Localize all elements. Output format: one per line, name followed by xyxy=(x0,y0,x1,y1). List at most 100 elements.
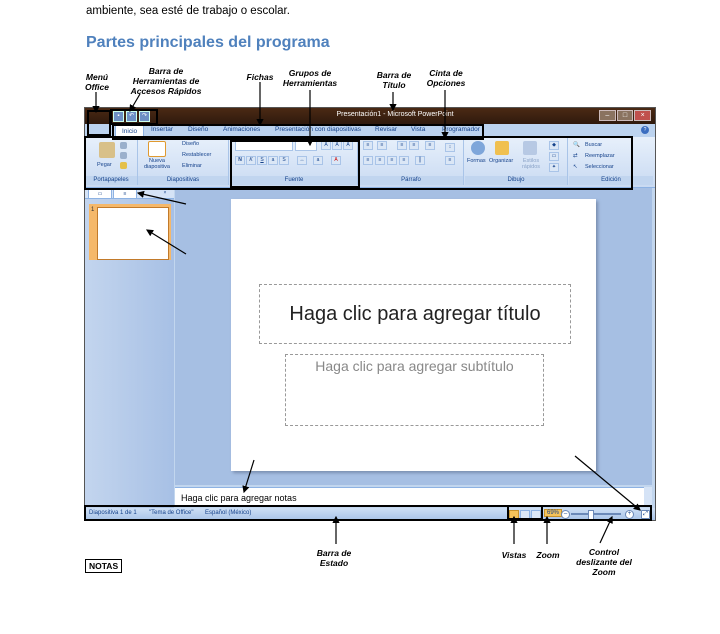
replace-icon: ⇄ xyxy=(573,153,578,159)
format-painter-icon[interactable] xyxy=(120,162,127,169)
highlight-fuente xyxy=(230,140,360,188)
paste-button[interactable]: Pegar xyxy=(97,162,112,168)
callout-fichas: Fichas xyxy=(246,72,274,82)
group-label-parrafo: Párrafo xyxy=(359,176,463,185)
strike-icon[interactable]: a xyxy=(268,156,278,165)
window-title: Presentación1 - Microsoft PowerPoint xyxy=(336,111,454,118)
group-edicion: 🔍 Buscar ⇄ Reemplazar ↖ Seleccionar Edic… xyxy=(569,138,653,185)
text-direction-icon[interactable]: ↕ xyxy=(445,143,455,152)
arrow-etiquetas xyxy=(136,190,187,205)
align-center-icon[interactable]: ≡ xyxy=(375,156,385,165)
tab-insertar[interactable]: Insertar xyxy=(151,126,174,133)
columns-icon[interactable]: ║ xyxy=(415,156,425,165)
help-icon[interactable]: ? xyxy=(641,126,649,134)
shadow-icon[interactable]: S xyxy=(279,156,289,165)
redo-icon[interactable]: ↷ xyxy=(139,111,150,122)
reset-button[interactable]: Restablecer xyxy=(182,152,212,158)
bullets-icon[interactable]: ≡ xyxy=(363,141,373,150)
slide-thumbnail[interactable] xyxy=(97,207,169,260)
callout-menu-office: Menú Office xyxy=(85,72,109,92)
window-controls: – □ × xyxy=(599,110,652,121)
ribbon: Pegar Portapapeles Nueva diapositiva Dis… xyxy=(85,137,655,188)
notes-scrollbar[interactable] xyxy=(644,487,652,507)
align-right-icon[interactable]: ≡ xyxy=(387,156,397,165)
highlight-cinta xyxy=(84,136,633,190)
paste-icon[interactable] xyxy=(99,142,115,158)
line-spacing-icon[interactable]: ≡ xyxy=(425,141,435,150)
close-icon[interactable]: × xyxy=(634,110,652,121)
arrow-control-zoom xyxy=(599,515,613,544)
arrow-ajustar xyxy=(574,455,641,511)
fit-slide-icon[interactable]: ⤢ xyxy=(641,510,650,519)
group-label-dibujo: Dibujo xyxy=(465,176,567,185)
delete-button[interactable]: Eliminar xyxy=(182,163,202,169)
group-fuente: A A A N K S a S ↔ a A Fuente xyxy=(231,138,358,185)
quick-styles-button[interactable]: Estilos rápidos xyxy=(521,158,541,170)
find-button[interactable]: Buscar xyxy=(585,142,603,148)
case-icon[interactable]: a xyxy=(313,156,323,165)
arrow-organizador xyxy=(145,229,187,255)
italic-icon[interactable]: K xyxy=(246,156,256,165)
minimize-icon[interactable]: – xyxy=(599,110,616,121)
arrow-qat xyxy=(129,93,141,113)
select-icon: ↖ xyxy=(573,164,578,170)
highlight-vistas xyxy=(507,505,543,520)
spacing-icon[interactable]: ↔ xyxy=(297,156,307,165)
zoom-slider-track[interactable] xyxy=(571,513,621,515)
align-left-icon[interactable]: ≡ xyxy=(363,156,373,165)
status-language[interactable]: Español (México) xyxy=(205,510,252,516)
callout-zoom: Zoom xyxy=(536,550,560,560)
title-placeholder[interactable]: Haga clic para agregar título xyxy=(259,284,571,344)
new-slide-icon[interactable] xyxy=(148,141,166,157)
arrange-button[interactable]: Organizar xyxy=(489,158,514,164)
callout-qat: Barra de Herramientas de Accesos Rápidos xyxy=(130,66,202,96)
title-bar: Presentación1 - Microsoft PowerPoint – □… xyxy=(85,108,655,124)
find-icon: 🔍 xyxy=(573,142,580,148)
notas-label: NOTAS xyxy=(85,559,123,573)
replace-button[interactable]: Reemplazar xyxy=(585,153,615,159)
section-heading: Partes principales del programa xyxy=(86,34,330,51)
group-label-edicion: Edición xyxy=(569,176,653,185)
notes-area[interactable]: Haga clic para agregar notas xyxy=(175,487,652,507)
group-portapapeles: Pegar Portapapeles xyxy=(85,138,138,185)
status-theme: "Tema de Office" xyxy=(149,510,194,516)
callout-grupos: Grupos de Herramientas xyxy=(282,68,338,88)
close-pane-icon[interactable]: × xyxy=(163,190,167,196)
layout-button[interactable]: Diseño xyxy=(182,141,200,147)
maximize-icon[interactable]: □ xyxy=(616,110,634,121)
tab-vista[interactable]: Vista xyxy=(411,126,426,133)
subtitle-placeholder[interactable]: Haga clic para agregar subtítulo xyxy=(285,354,544,426)
bold-icon[interactable]: N xyxy=(235,156,245,165)
indent-icon[interactable]: ≡ xyxy=(409,141,419,150)
numbering-icon[interactable]: ≡ xyxy=(377,141,387,150)
shape-fill-icon[interactable]: ◆ xyxy=(549,141,559,150)
underline-icon[interactable]: S xyxy=(257,156,267,165)
shapes-button[interactable]: Formas xyxy=(467,158,486,164)
group-diapositivas: Nueva diapositiva Diseño Restablecer Eli… xyxy=(138,138,229,185)
new-slide-button[interactable]: Nueva diapositiva xyxy=(144,158,170,170)
tab-programador[interactable]: Programador xyxy=(442,126,480,133)
copy-icon[interactable] xyxy=(120,152,127,159)
align-text-icon[interactable]: ≡ xyxy=(445,156,455,165)
quick-styles-icon[interactable] xyxy=(523,141,537,155)
zoom-out-icon[interactable]: – xyxy=(561,510,570,519)
shape-effects-icon[interactable]: ✦ xyxy=(549,163,559,172)
save-icon[interactable]: ▪ xyxy=(113,111,124,122)
tab-diseno[interactable]: Diseño xyxy=(188,126,209,133)
tab-presentacion[interactable]: Presentación con diapositivas xyxy=(275,126,361,133)
arrange-icon[interactable] xyxy=(495,141,509,155)
font-color-icon[interactable]: A xyxy=(331,156,341,165)
slide-thumbnail-number: 1 xyxy=(91,207,95,213)
outdent-icon[interactable]: ≡ xyxy=(397,141,407,150)
tab-animaciones[interactable]: Animaciones xyxy=(223,126,261,133)
group-label-portapapeles: Portapapeles xyxy=(85,176,137,185)
tab-revisar[interactable]: Revisar xyxy=(375,126,398,133)
justify-icon[interactable]: ≡ xyxy=(399,156,409,165)
shape-outline-icon[interactable]: ▭ xyxy=(549,152,559,161)
callout-control-zoom: Control deslizante del Zoom xyxy=(576,547,632,577)
zoom-in-icon[interactable]: + xyxy=(625,510,634,519)
shapes-icon[interactable] xyxy=(471,141,485,155)
select-button[interactable]: Seleccionar xyxy=(585,164,614,170)
cut-icon[interactable] xyxy=(120,142,127,149)
